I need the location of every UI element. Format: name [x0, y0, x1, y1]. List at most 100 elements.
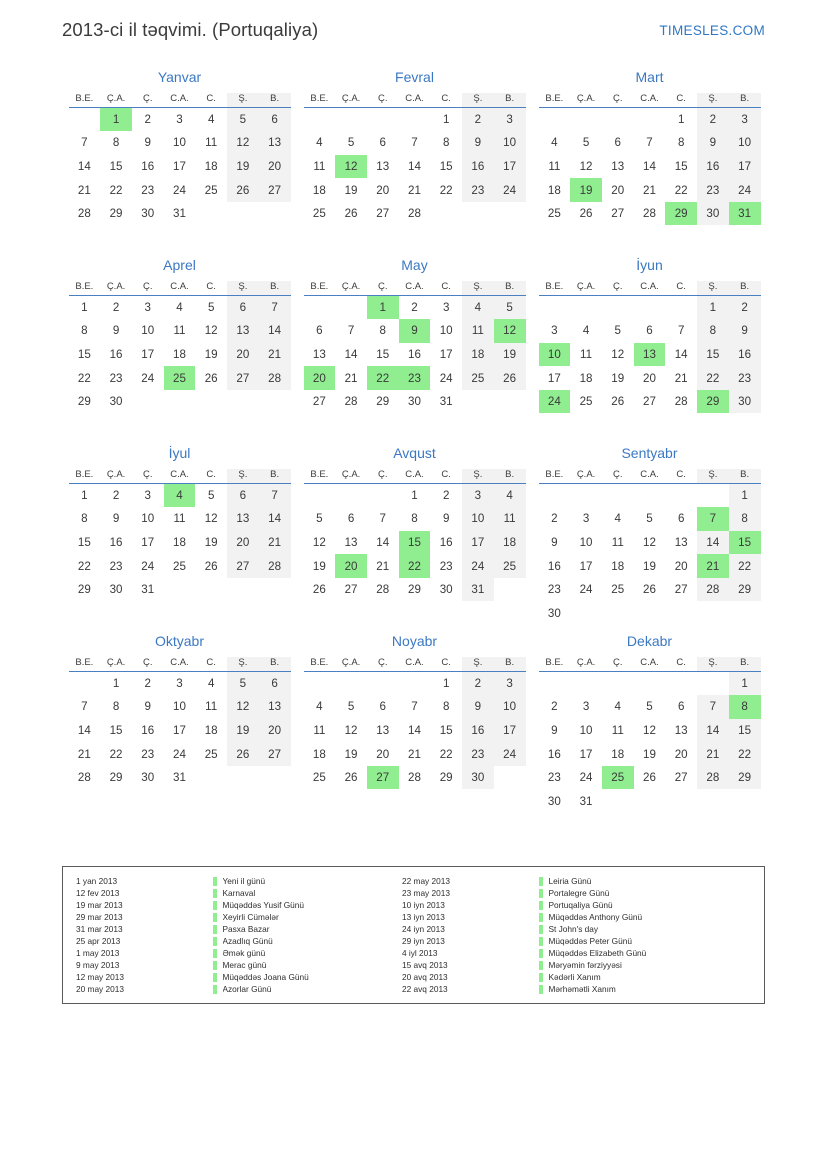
day-cell[interactable]: 18	[204, 159, 218, 173]
day-cell[interactable]: 1	[677, 113, 685, 127]
day-cell[interactable]: 27	[344, 583, 358, 597]
day-cell[interactable]: 10	[439, 324, 453, 338]
day-cell[interactable]: 16	[462, 718, 494, 743]
day-cell[interactable]: 8	[112, 136, 120, 150]
day-cell[interactable]: 6	[614, 136, 621, 150]
day-cell[interactable]: 17	[173, 723, 186, 737]
day-cell[interactable]: 21	[77, 183, 91, 197]
day-cell[interactable]: 13	[312, 347, 326, 361]
day-cell[interactable]: 29	[728, 765, 761, 790]
day-cell-holiday[interactable]: 12	[493, 319, 526, 343]
day-cell[interactable]: 16	[141, 723, 155, 737]
day-cell[interactable]: 14	[344, 347, 358, 361]
day-cell[interactable]: 22	[697, 366, 729, 390]
day-cell[interactable]: 15	[439, 723, 453, 737]
day-cell[interactable]: 11	[205, 136, 218, 150]
day-cell[interactable]: 15	[77, 347, 91, 361]
day-cell[interactable]: 30	[141, 207, 155, 221]
day-cell[interactable]: 22	[109, 747, 123, 761]
day-cell[interactable]: 11	[493, 507, 526, 531]
day-cell-holiday[interactable]: 27	[366, 765, 399, 790]
day-cell[interactable]: 8	[411, 512, 418, 526]
day-cell[interactable]: 3	[176, 113, 183, 127]
day-cell[interactable]: 18	[493, 530, 526, 555]
day-cell[interactable]: 3	[442, 301, 450, 315]
day-cell[interactable]: 5	[207, 301, 215, 315]
day-cell[interactable]: 24	[173, 183, 186, 197]
day-cell[interactable]: 18	[204, 723, 218, 737]
day-cell[interactable]: 4	[176, 301, 183, 315]
day-cell[interactable]: 24	[439, 371, 453, 385]
day-cell[interactable]: 5	[347, 700, 355, 714]
day-cell[interactable]: 16	[728, 342, 761, 367]
day-cell-holiday[interactable]: 19	[570, 178, 602, 202]
day-cell[interactable]: 16	[462, 154, 494, 179]
day-cell[interactable]: 29	[728, 577, 761, 602]
day-cell[interactable]: 23	[109, 371, 123, 385]
day-cell[interactable]: 4	[316, 136, 323, 150]
day-cell[interactable]: 2	[112, 489, 120, 503]
day-cell[interactable]: 6	[227, 483, 259, 508]
day-cell[interactable]: 30	[439, 583, 453, 597]
day-cell[interactable]: 25	[462, 366, 494, 390]
day-cell[interactable]: 15	[439, 159, 453, 173]
day-cell[interactable]: 2	[728, 295, 761, 320]
day-cell[interactable]: 4	[316, 700, 323, 714]
day-cell[interactable]: 19	[643, 747, 656, 761]
day-cell[interactable]: 26	[611, 395, 625, 409]
day-cell[interactable]: 8	[677, 136, 685, 150]
day-cell[interactable]: 18	[547, 183, 561, 197]
day-cell[interactable]: 2	[462, 671, 494, 696]
day-cell[interactable]: 11	[611, 723, 624, 737]
day-cell[interactable]: 23	[141, 747, 155, 761]
day-cell[interactable]: 8	[112, 700, 120, 714]
day-cell[interactable]: 10	[141, 324, 155, 338]
day-cell[interactable]: 4	[462, 295, 494, 320]
day-cell[interactable]: 5	[316, 512, 323, 526]
day-cell[interactable]: 27	[312, 395, 326, 409]
day-cell[interactable]: 17	[547, 371, 561, 385]
day-cell[interactable]: 22	[77, 371, 91, 385]
day-cell[interactable]: 19	[204, 347, 218, 361]
day-cell[interactable]: 8	[379, 324, 386, 338]
day-cell[interactable]: 26	[312, 583, 326, 597]
day-cell[interactable]: 21	[77, 747, 91, 761]
day-cell[interactable]: 29	[376, 395, 390, 409]
day-cell-holiday[interactable]: 12	[335, 154, 367, 179]
day-cell[interactable]: 23	[141, 183, 155, 197]
day-cell[interactable]: 30	[141, 771, 155, 785]
day-cell[interactable]: 13	[674, 723, 688, 737]
day-cell[interactable]: 30	[109, 583, 123, 597]
day-cell[interactable]: 20	[674, 747, 688, 761]
day-cell[interactable]: 24	[493, 742, 526, 766]
day-cell[interactable]: 28	[258, 366, 291, 390]
day-cell[interactable]: 3	[144, 301, 151, 315]
day-cell-holiday[interactable]: 20	[303, 366, 336, 390]
day-cell[interactable]: 9	[551, 723, 558, 737]
day-cell[interactable]: 11	[611, 535, 624, 549]
day-cell[interactable]: 15	[376, 347, 390, 361]
day-cell[interactable]: 8	[81, 324, 88, 338]
day-cell[interactable]: 19	[312, 559, 326, 573]
day-cell[interactable]: 5	[582, 136, 590, 150]
day-cell[interactable]: 9	[442, 512, 450, 526]
day-cell[interactable]: 13	[611, 159, 625, 173]
day-cell[interactable]: 2	[112, 301, 120, 315]
day-cell[interactable]: 26	[344, 207, 358, 221]
day-cell[interactable]: 30	[547, 606, 561, 620]
day-cell-holiday[interactable]: 9	[398, 319, 431, 343]
day-cell[interactable]: 29	[109, 207, 123, 221]
site-logo[interactable]: TIMESLES.COM	[659, 22, 765, 38]
day-cell[interactable]: 12	[312, 535, 326, 549]
day-cell[interactable]: 28	[697, 577, 729, 602]
day-cell[interactable]: 24	[173, 747, 186, 761]
day-cell[interactable]: 7	[81, 700, 88, 714]
day-cell[interactable]: 7	[258, 483, 291, 508]
day-cell[interactable]: 1	[728, 483, 761, 508]
day-cell[interactable]: 30	[462, 765, 494, 790]
day-cell[interactable]: 19	[227, 718, 259, 743]
day-cell[interactable]: 16	[141, 159, 155, 173]
day-cell[interactable]: 4	[207, 113, 215, 127]
day-cell[interactable]: 3	[493, 107, 526, 132]
day-cell[interactable]: 13	[227, 319, 259, 343]
